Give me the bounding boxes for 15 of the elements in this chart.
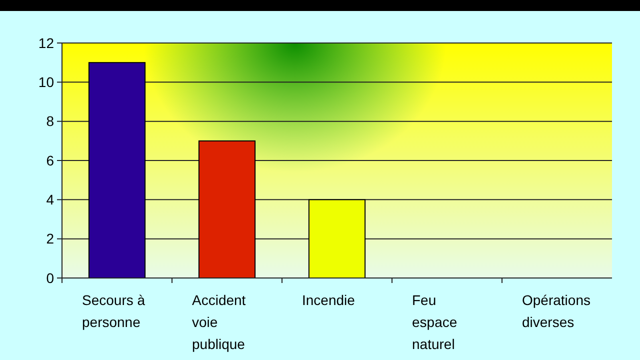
x-tick-label: Incendie xyxy=(302,292,356,308)
y-tick-label: 6 xyxy=(46,152,54,168)
bar xyxy=(198,140,256,278)
y-tick-label: 0 xyxy=(46,270,54,286)
x-tick-label: Secours à personne xyxy=(82,292,146,330)
x-tick-label: Opérations diverses xyxy=(522,292,590,330)
y-tick-label: 8 xyxy=(46,113,54,130)
bar xyxy=(308,199,366,278)
y-tick-label: 10 xyxy=(38,74,54,90)
y-tick-label: 2 xyxy=(46,230,54,247)
x-tick-label: Feu espace naturel xyxy=(412,292,458,352)
bar xyxy=(88,62,146,278)
x-tick-label: Accident voie publique xyxy=(192,292,246,352)
y-tick-label: 4 xyxy=(46,192,54,208)
y-tick-label: 12 xyxy=(38,34,54,51)
